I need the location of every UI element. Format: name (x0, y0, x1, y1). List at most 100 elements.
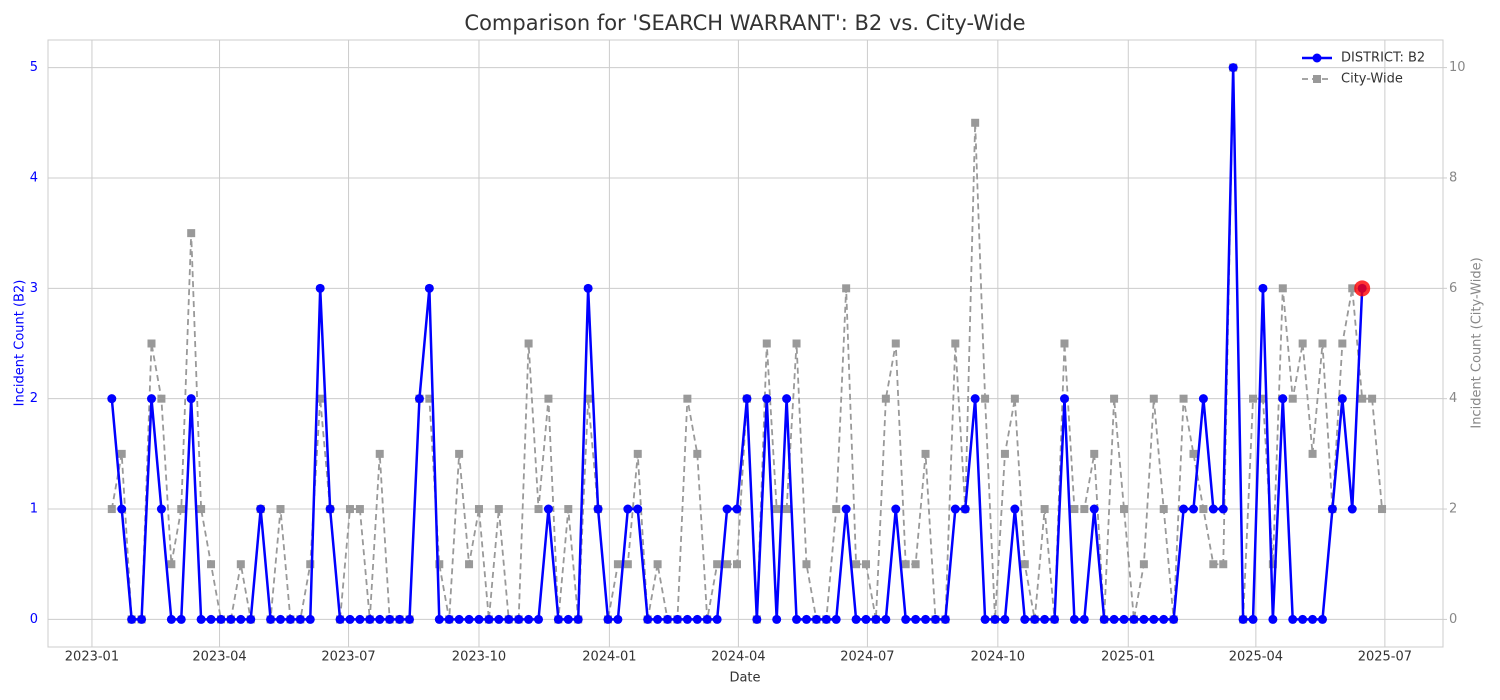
x-tick-label: 2024-10 (971, 650, 1025, 665)
marker (1268, 560, 1277, 569)
marker (226, 614, 236, 624)
marker (454, 614, 464, 624)
marker (276, 505, 285, 514)
y2-tick-label: 10 (1449, 60, 1466, 75)
marker (553, 614, 563, 624)
y-tick-label: 5 (30, 60, 38, 75)
marker (1218, 504, 1228, 514)
chart-title: Comparison for 'SEARCH WARRANT': B2 vs. … (464, 11, 1025, 35)
marker (841, 504, 851, 514)
marker (514, 614, 524, 624)
marker (950, 504, 960, 514)
marker (1169, 614, 1179, 624)
marker (1288, 614, 1298, 624)
marker (881, 394, 890, 403)
x-tick-label: 2023-07 (321, 650, 375, 665)
legend-label: DISTRICT: B2 (1341, 51, 1425, 66)
marker (167, 560, 176, 569)
marker (842, 284, 851, 293)
marker (752, 614, 762, 624)
marker (236, 614, 246, 624)
marker (355, 505, 364, 514)
marker (811, 614, 821, 624)
marker (266, 614, 276, 624)
marker (455, 449, 464, 458)
marker (464, 614, 474, 624)
marker (1288, 394, 1297, 403)
marker (147, 339, 156, 348)
x-tick-label: 2023-04 (192, 650, 246, 665)
marker (1020, 614, 1030, 624)
marker (146, 394, 156, 404)
marker (375, 449, 384, 458)
marker (117, 449, 126, 458)
marker (921, 614, 931, 624)
marker (1337, 394, 1347, 404)
marker (166, 614, 176, 624)
marker (1358, 394, 1367, 403)
marker (1198, 394, 1208, 404)
marker (732, 560, 741, 569)
marker (524, 339, 533, 348)
marker (444, 614, 454, 624)
marker (474, 614, 484, 624)
marker (970, 394, 980, 404)
marker (375, 614, 385, 624)
y2-tick-label: 2 (1449, 502, 1457, 517)
marker (593, 504, 603, 514)
marker (345, 505, 354, 514)
marker (940, 614, 950, 624)
marker (832, 505, 841, 514)
y-tick-label: 2 (30, 391, 38, 406)
marker (156, 504, 166, 514)
marker (871, 614, 881, 624)
marker (603, 614, 613, 624)
legend-marker (1312, 53, 1322, 63)
marker (305, 614, 315, 624)
marker (1219, 560, 1228, 569)
marker (792, 339, 801, 348)
marker (563, 614, 573, 624)
marker (424, 283, 434, 293)
marker (851, 614, 861, 624)
marker (1159, 614, 1169, 624)
marker (1110, 394, 1119, 403)
marker (1327, 504, 1337, 514)
marker (990, 614, 1000, 624)
marker (921, 449, 930, 458)
marker (653, 614, 663, 624)
marker (1298, 339, 1307, 348)
marker (702, 614, 712, 624)
marker (543, 504, 553, 514)
marker (1308, 614, 1318, 624)
marker (1179, 504, 1189, 514)
marker (1069, 614, 1079, 624)
x-tick-label: 2024-04 (711, 650, 765, 665)
marker (276, 614, 285, 624)
marker (762, 394, 772, 404)
marker (306, 560, 315, 569)
marker (613, 614, 623, 624)
marker (295, 614, 305, 624)
marker (434, 614, 444, 624)
marker (325, 504, 335, 514)
marker (494, 505, 503, 514)
marker (1278, 284, 1287, 293)
marker (682, 614, 692, 624)
marker (801, 614, 811, 624)
marker (504, 614, 514, 624)
marker (573, 614, 583, 624)
marker (911, 614, 921, 624)
marker (465, 560, 474, 569)
marker (1188, 504, 1198, 514)
marker (633, 449, 642, 458)
marker (862, 560, 871, 569)
marker (762, 339, 771, 348)
marker (1208, 504, 1218, 514)
marker (742, 394, 752, 404)
marker (1238, 614, 1248, 624)
y2-tick-label: 0 (1449, 612, 1457, 627)
marker (723, 560, 732, 569)
marker (1298, 614, 1308, 624)
